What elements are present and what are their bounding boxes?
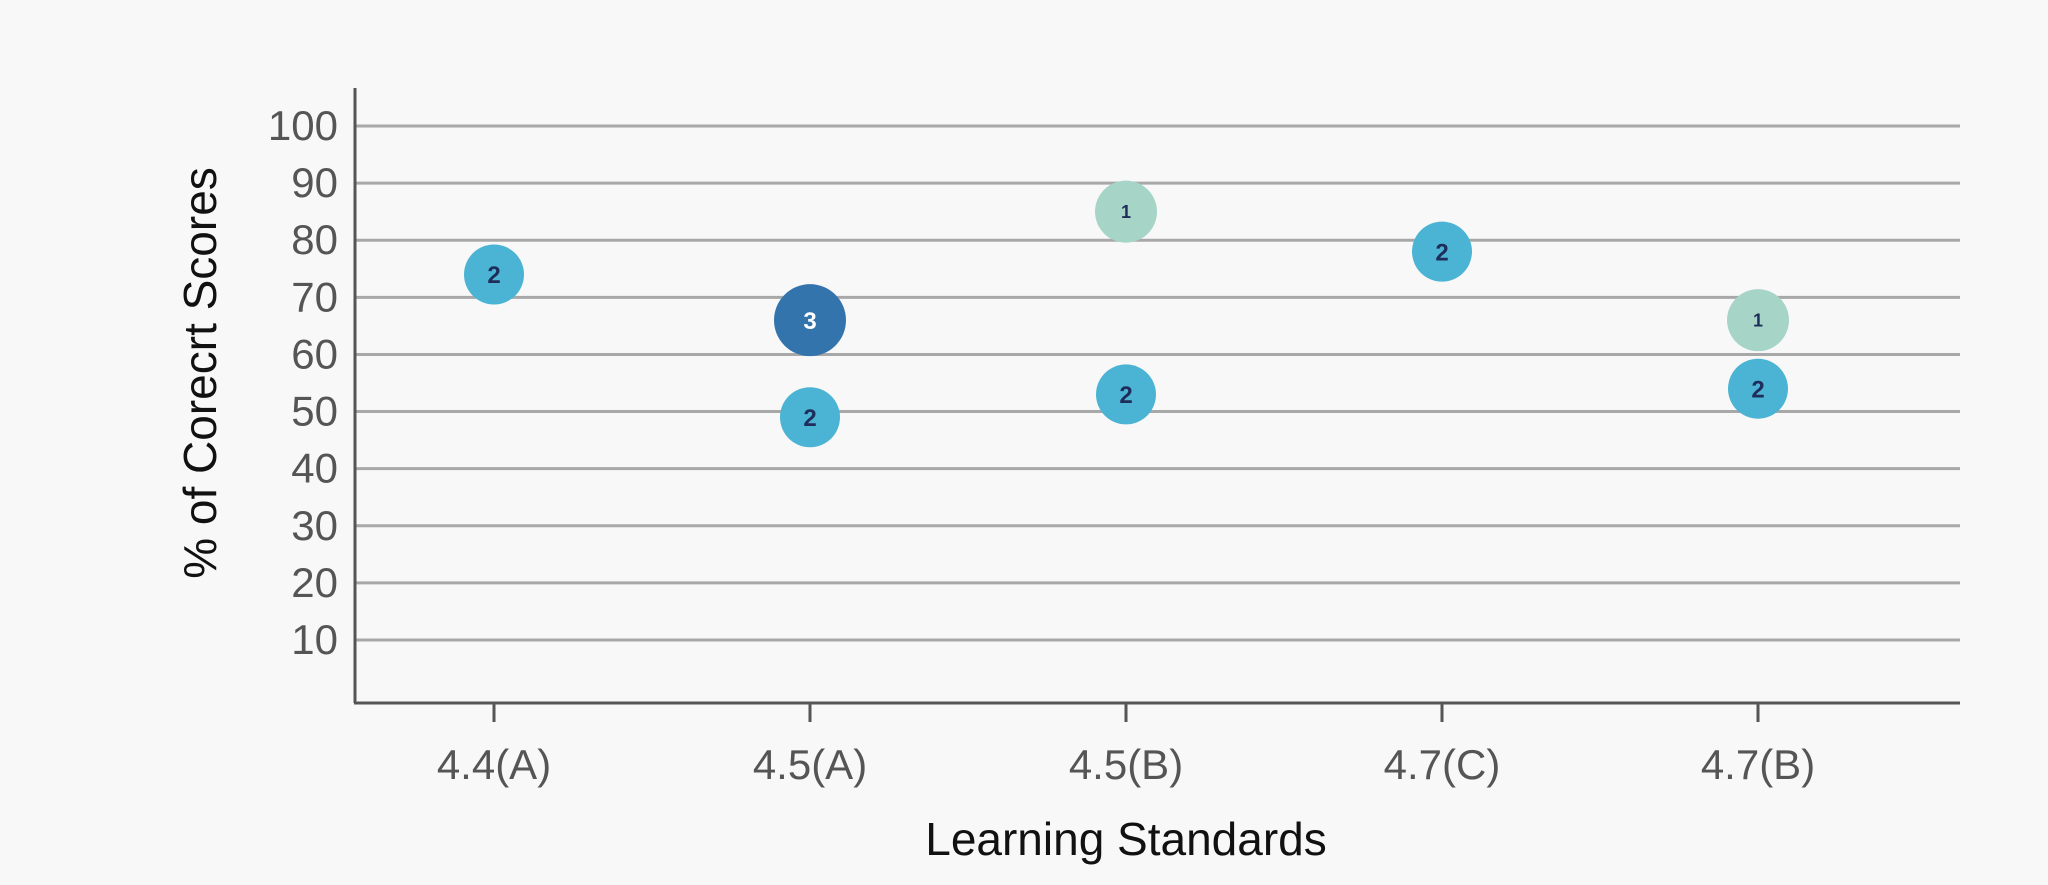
data-point-count-label: 3: [803, 308, 816, 335]
x-tick-label: 4.5(A): [753, 741, 867, 788]
y-tick-label: 30: [291, 502, 338, 549]
data-point: 1: [1727, 289, 1789, 352]
data-point-count-label: 1: [1121, 202, 1131, 222]
data-point-bubble: [774, 284, 846, 357]
y-tick-label: 10: [291, 616, 338, 663]
x-axis-title: Learning Standards: [925, 813, 1327, 865]
data-point: 2: [780, 387, 840, 448]
data-point-bubble: [1727, 289, 1789, 352]
x-tick-label: 4.4(A): [437, 741, 551, 788]
y-tick-labels: 10 20 30 40 50 60 70 80 90 100: [268, 102, 338, 663]
x-tick-label: 4.5(B): [1069, 741, 1183, 788]
y-axis-title: % of Corecrt Scores: [174, 167, 226, 579]
data-point-count-label: 2: [1751, 376, 1764, 403]
y-tick-label: 20: [291, 559, 338, 606]
data-point-bubble: [1728, 358, 1788, 419]
data-point-bubble: [1095, 180, 1157, 243]
data-point-bubble: [1412, 221, 1472, 282]
y-tick-label: 50: [291, 388, 338, 435]
y-tick-label: 70: [291, 273, 338, 320]
gridlines: [355, 124, 1960, 642]
data-point: 2: [1096, 364, 1156, 425]
data-points: 2 3 2 1 2 2 1 2: [464, 180, 1789, 448]
x-tick-labels: 4.4(A) 4.5(A) 4.5(B) 4.7(C) 4.7(B): [437, 703, 1815, 788]
data-point-count-label: 2: [803, 405, 816, 432]
data-point-count-label: 2: [487, 262, 500, 289]
data-point-bubble: [1096, 364, 1156, 425]
axes: [353, 88, 1960, 705]
x-tick-label: 4.7(C): [1384, 741, 1501, 788]
y-tick-label: 80: [291, 216, 338, 263]
y-tick-label: 90: [291, 159, 338, 206]
data-point-count-label: 2: [1435, 239, 1448, 266]
data-point-bubble: [464, 244, 524, 305]
y-tick-label: 100: [268, 102, 338, 149]
data-point: 2: [1412, 221, 1472, 282]
y-tick-label: 40: [291, 445, 338, 492]
data-point: 1: [1095, 180, 1157, 243]
data-point-bubble: [780, 387, 840, 448]
data-point: 2: [1728, 358, 1788, 419]
data-point: 3: [774, 284, 846, 357]
data-point-count-label: 1: [1753, 311, 1763, 331]
x-tick-label: 4.7(B): [1701, 741, 1815, 788]
data-point: 2: [464, 244, 524, 305]
y-tick-label: 60: [291, 330, 338, 377]
data-point-count-label: 2: [1119, 382, 1132, 409]
